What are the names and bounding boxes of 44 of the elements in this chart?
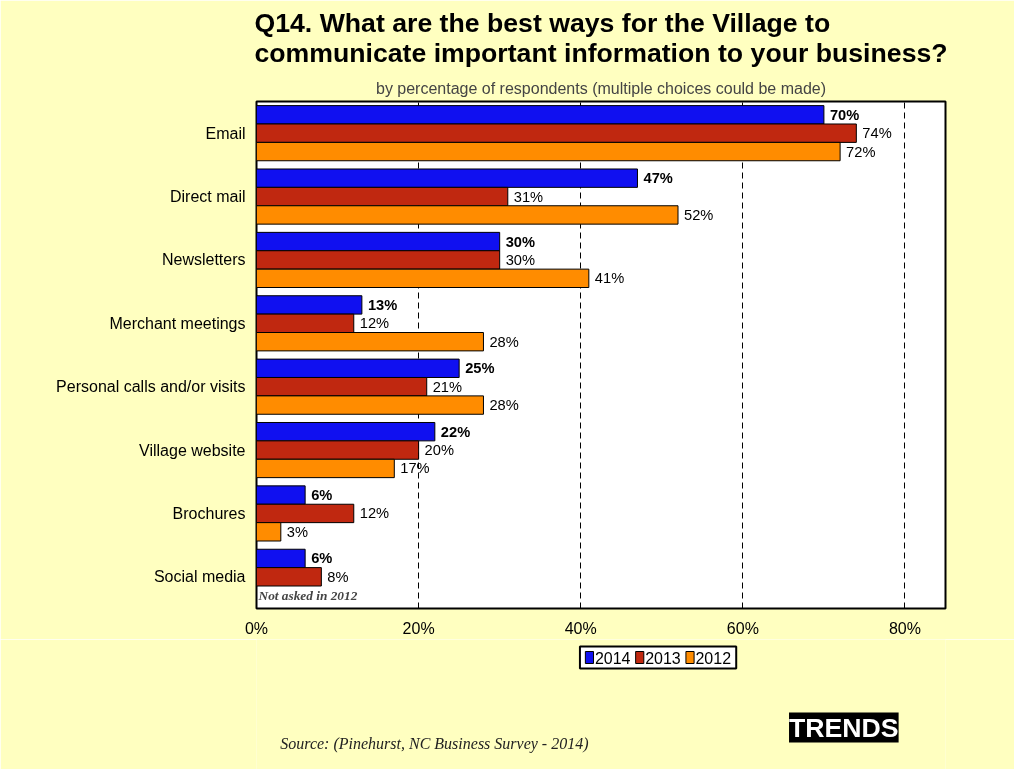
x-tick-label: 60% (726, 619, 759, 637)
x-tick-label: 0% (244, 619, 269, 637)
data-label: 6% (311, 550, 333, 567)
data-label: 6% (311, 487, 333, 504)
legend-label: 2014 (594, 649, 631, 667)
data-label: 8% (327, 568, 349, 585)
chart-title: Q14. What are the best ways for the Village to communicate important information to your business? (254, 7, 948, 68)
data-label: 28% (489, 397, 519, 414)
data-label: 21% (432, 378, 463, 395)
data-label: 47% (643, 170, 673, 187)
chart-subtitle: by percentage of respondents (multiple choices could be made) (375, 79, 827, 97)
text: TRENDS (789, 712, 899, 743)
data-label: 30% (505, 251, 536, 268)
data-label: 70% (829, 106, 860, 123)
data-label: 30% (505, 233, 536, 250)
source-note: Source: (Pinehurst, NC Business Survey - 2014) (280, 734, 589, 753)
legend-label: 2012 (695, 649, 732, 667)
y-tick-label: Direct mail (169, 188, 246, 206)
annotation: Not asked in 2012 (257, 587, 358, 603)
x-tick-label: 20% (402, 619, 435, 637)
data-label: 12% (359, 315, 390, 332)
data-label: 31% (513, 188, 544, 205)
data-label: 13% (367, 296, 398, 313)
data-label: 20% (424, 442, 454, 459)
x-tick-label: 40% (564, 619, 597, 637)
y-tick-label: Brochures (172, 504, 246, 522)
data-label: 52% (684, 206, 714, 223)
y-tick-label: Personal calls and/or visits (56, 378, 246, 396)
data-label: 12% (359, 505, 390, 522)
data-label: 22% (440, 423, 471, 440)
data-label: 25% (465, 360, 495, 377)
y-tick-label: Newsletters (161, 251, 246, 269)
y-tick-label: Village website (139, 441, 246, 459)
data-label: 74% (862, 125, 892, 142)
data-label: 17% (400, 460, 430, 477)
data-label: 3% (286, 523, 309, 540)
data-label: 28% (489, 333, 519, 350)
y-tick-label: Email (205, 124, 246, 142)
y-tick-label: Social media (153, 568, 246, 586)
legend-label: 2013 (645, 649, 681, 667)
data-label: 41% (594, 270, 625, 287)
y-tick-label: Merchant meetings (109, 314, 246, 332)
x-tick-label: 80% (888, 619, 921, 637)
data-label: 72% (846, 143, 876, 160)
